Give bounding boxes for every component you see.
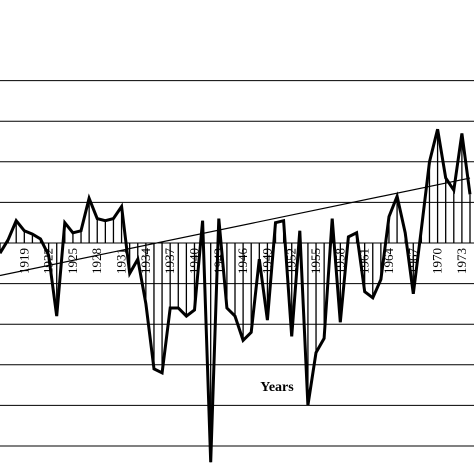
- x-tick-1946: 1946: [235, 248, 250, 275]
- x-tick-1919: 1919: [16, 248, 31, 274]
- x-tick-1931: 1931: [114, 248, 129, 274]
- trend-line: [0, 177, 471, 277]
- x-axis-label: Years: [260, 380, 294, 395]
- x-tick-1928: 1928: [89, 248, 104, 274]
- x-tick-1973: 1973: [454, 248, 469, 274]
- x-tick-1970: 1970: [430, 248, 445, 274]
- x-tick-labels: 1919 1922 1925 1928 1931 1934 1937 1940 1943 1946…: [16, 248, 469, 275]
- anomaly-bars: [0, 129, 471, 463]
- x-tick-1937: 1937: [162, 248, 177, 275]
- x-tick-1934: 1934: [138, 248, 153, 275]
- series-line: [0, 128, 472, 463]
- x-tick-1955: 1955: [308, 248, 323, 274]
